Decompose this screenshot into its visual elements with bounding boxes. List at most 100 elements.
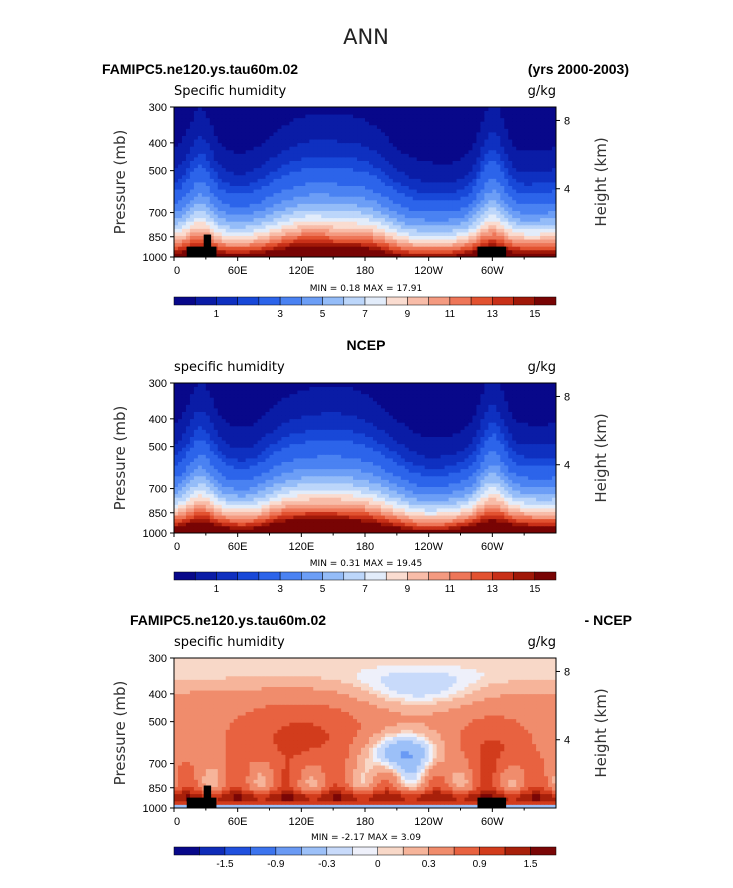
field-cell (372, 160, 378, 165)
field-cell (520, 511, 525, 516)
field-cell (496, 210, 501, 215)
field-cell (197, 210, 203, 215)
field-cell (241, 142, 247, 147)
field-cell (301, 504, 306, 509)
field-cell (544, 525, 549, 530)
field-cell (213, 167, 219, 172)
field-cell (289, 232, 294, 236)
field-cell (552, 518, 556, 523)
field-cell (365, 221, 370, 226)
field-cell (261, 142, 266, 147)
field-cell (345, 525, 350, 530)
field-cell (293, 504, 298, 509)
field-cell (372, 529, 378, 533)
field-cell (305, 157, 310, 161)
field-cell (420, 157, 426, 161)
field-cell (345, 192, 350, 197)
field-cell (345, 199, 350, 204)
field-cell (257, 210, 262, 215)
field-cell (464, 508, 469, 512)
field-cell (396, 139, 402, 144)
field-cell (333, 189, 338, 194)
field-cell (277, 253, 282, 257)
field-cell (241, 246, 247, 251)
field-cell (213, 210, 219, 215)
field-cell (185, 508, 191, 512)
field-cell (205, 199, 211, 204)
field-cell (432, 239, 438, 244)
field-cell (476, 185, 481, 190)
field-cell (452, 135, 457, 140)
field-cell (237, 207, 243, 211)
field-cell (428, 511, 434, 516)
field-cell (253, 242, 258, 247)
field-cell (365, 511, 370, 516)
field-cell (492, 149, 497, 154)
field-cell (181, 124, 187, 129)
field-cell (476, 242, 481, 247)
field-cell (404, 135, 410, 140)
field-cell (400, 508, 406, 512)
field-cell (444, 117, 449, 122)
field-cell (174, 525, 179, 530)
field-cell (273, 135, 278, 140)
field-cell (536, 217, 541, 222)
field-cell (265, 508, 270, 512)
field-cell (349, 232, 354, 236)
field-cell (512, 107, 517, 111)
field-cell (265, 224, 270, 229)
field-cell (432, 504, 438, 509)
field-cell (357, 107, 362, 111)
field-cell (504, 249, 509, 254)
field-cell (472, 500, 477, 505)
field-cell (345, 153, 350, 158)
field-cell (293, 207, 298, 211)
field-cell (265, 153, 270, 158)
field-cell (293, 199, 298, 204)
field-cell (317, 142, 322, 147)
field-cell (548, 132, 553, 136)
field-cell (325, 142, 330, 147)
field-cell (420, 525, 426, 530)
field-cell (217, 171, 223, 176)
field-cell (345, 518, 350, 523)
field-cell (408, 110, 414, 115)
field-cell (285, 522, 290, 527)
field-cell (424, 207, 430, 211)
field-cell (532, 207, 537, 211)
field-cell (532, 235, 537, 240)
field-cell (333, 214, 338, 219)
field-cell (305, 504, 310, 509)
field-cell (285, 124, 290, 129)
field-cell (349, 110, 354, 115)
field-cell (317, 221, 322, 226)
field-cell (361, 522, 366, 527)
field-cell (428, 253, 434, 257)
field-cell (365, 114, 370, 119)
field-cell (185, 192, 191, 197)
field-cell (257, 110, 262, 115)
field-cell (544, 142, 549, 147)
field-cell (257, 203, 262, 208)
field-cell (388, 203, 394, 208)
field-cell (440, 525, 445, 530)
field-cell (337, 239, 342, 244)
field-cell (201, 107, 207, 111)
field-cell (420, 504, 426, 509)
field-cell (269, 508, 274, 512)
field-cell (452, 128, 457, 133)
field-cell (440, 504, 445, 509)
field-cell (432, 174, 438, 179)
field-cell (528, 196, 533, 201)
field-cell (408, 228, 414, 233)
field-cell (189, 139, 195, 144)
field-cell (412, 217, 418, 222)
field-cell (297, 110, 302, 115)
field-cell (221, 508, 227, 512)
field-cell (233, 214, 239, 219)
field-cell (249, 192, 254, 197)
field-cell (361, 142, 366, 147)
field-cell (285, 171, 290, 176)
field-cell (217, 157, 223, 161)
colorbar-label: 7 (362, 309, 368, 320)
